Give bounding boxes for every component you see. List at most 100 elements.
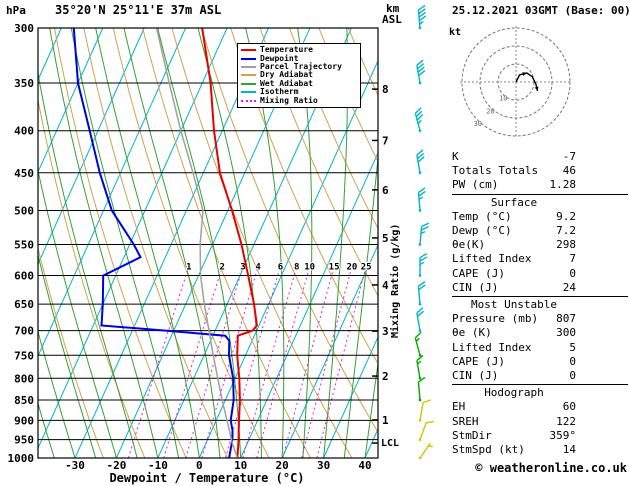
pressure-tick-label: 950: [14, 434, 34, 447]
hodograph-ring: [479, 45, 553, 119]
stat-row-surface-temp: Temp (°C) 9.2: [452, 210, 576, 224]
stat-value: 7.2: [556, 224, 576, 238]
stat-row-sreh: SREH 122: [452, 415, 576, 429]
hodograph-ring-label: 20: [486, 108, 494, 116]
stat-value: 298: [556, 238, 576, 252]
mixing-ratio-value-label: 4: [255, 263, 261, 273]
legend-label: Temperature: [260, 45, 313, 55]
stat-row-surface-dewp: Dewp (°C) 7.2: [452, 224, 576, 238]
wind-barb: [414, 331, 422, 357]
plot-border: [37, 27, 379, 459]
stat-value: 359°: [549, 428, 577, 442]
mixing-ratio-labels: 1 2 3 4 6 8 10 15 20 25: [185, 262, 372, 274]
isotherm-line-swatch: [241, 91, 256, 94]
stat-label: Dewp (°C): [452, 224, 512, 238]
stat-value: 0: [569, 369, 576, 383]
legend-item-parcel-trajectory: Parcel Trajectory: [241, 61, 357, 71]
stat-row-totals-totals: Totals Totals 46: [452, 164, 576, 178]
legend-item-dry-adiabat: Dry Adiabat: [241, 71, 357, 79]
stat-row-surface-cape: CAPE (J) 0: [452, 267, 576, 281]
mixing-ratio-value-label: 10: [304, 263, 315, 273]
hodograph-ring-label: 30: [474, 120, 482, 128]
stat-value: 0: [569, 354, 576, 368]
pressure-tick-labels: 300 350 400 450 500 550 600 650 700 750 800 850 900 9…: [8, 22, 35, 465]
hodograph-arrow: [534, 86, 539, 91]
stat-value: 5: [569, 340, 576, 354]
stat-label: CAPE (J): [452, 354, 505, 368]
mixing-ratio-value-label: 3: [240, 263, 245, 273]
wind-barb: [418, 252, 428, 277]
stat-value: 46: [562, 164, 576, 178]
stat-value: 7: [569, 252, 576, 266]
stat-label: Lifted Index: [452, 340, 532, 354]
stat-label: Lifted Index: [452, 252, 532, 266]
date-title: 25.12.2021 03GMT (Base: 00): [452, 4, 629, 17]
stat-label: Temp (°C): [452, 209, 512, 223]
legend-item-temperature: Temperature: [241, 46, 357, 54]
wind-barb: [416, 307, 425, 332]
mixing-ratio-value-label: 15: [329, 263, 340, 273]
km-tick-label: 7: [382, 134, 389, 147]
hodograph-arrow: [522, 72, 527, 76]
wind-barb: [417, 4, 427, 30]
stat-label: PW (cm): [452, 178, 499, 192]
temp-tick-labels: -30 -20 -10 0 10 20 30 40: [65, 459, 372, 472]
stat-row-mu-cin: CIN (J) 0: [452, 369, 576, 383]
dewpoint-line-swatch: [241, 57, 256, 60]
km-tick-label: 1: [382, 414, 389, 427]
wind-barb: [418, 420, 435, 441]
stat-row-eh: EH 60: [452, 400, 576, 414]
legend-label: Wet Adiabat: [260, 78, 313, 88]
mixing-ratio-axis-title: Mixing Ratio (g/kg): [390, 223, 401, 338]
pressure-tick-label: 750: [14, 349, 34, 362]
stat-label: CIN (J): [452, 280, 499, 294]
section-divider: [452, 296, 628, 298]
hodograph-trace: [515, 72, 539, 92]
hodograph-ring: [461, 27, 571, 137]
pressure-tick-label: 1000: [8, 452, 35, 465]
stat-label: θe (K): [452, 326, 492, 340]
pressure-tick-label: 400: [14, 125, 34, 138]
temp-tick-label: 10: [234, 459, 247, 472]
pressure-tick-label: 350: [14, 77, 34, 90]
legend-item-mixing-ratio: Mixing Ratio: [241, 96, 357, 104]
mixing-ratio-value-label: 25: [361, 263, 372, 273]
temp-tick-label: 20: [275, 459, 288, 472]
stat-row-mu-cape: CAPE (J) 0: [452, 355, 576, 369]
stat-row-pw: PW (cm) 1.28: [452, 178, 576, 192]
stat-row-surface-cin: CIN (J) 24: [452, 281, 576, 295]
km-tick-label: 2: [382, 370, 389, 383]
stat-label: CAPE (J): [452, 266, 505, 280]
pressure-tick-label: 700: [14, 325, 34, 338]
km-tick-label: 4: [382, 279, 389, 292]
stat-label: StmDir: [452, 428, 492, 442]
stat-value: -7: [562, 150, 576, 163]
stat-value: 300: [556, 326, 576, 340]
wind-barb: [416, 149, 425, 175]
profile-parcel-trajectory: [155, 28, 239, 458]
stat-row-surface-lifted-index: Lifted Index 7: [452, 252, 576, 266]
temp-tick-label: 40: [358, 459, 371, 472]
legend-label: Parcel Trajectory: [260, 61, 342, 71]
stat-label: SREH: [452, 414, 479, 428]
mixing-ratio-value-label: 20: [346, 263, 357, 273]
legend-label: Dry Adiabat: [260, 70, 313, 80]
stat-row-stmdir: StmDir 359°: [452, 429, 576, 443]
km-tick-label: 3: [382, 325, 389, 338]
wind-barb: [417, 187, 426, 212]
wind-barb: [418, 222, 430, 246]
mixing-ratio-value-label: 6: [278, 263, 283, 273]
section-divider: [452, 193, 628, 195]
stat-row-k: K -7: [452, 150, 576, 164]
mixing-ratio-value-label: 1: [186, 263, 191, 273]
temp-tick-label: 0: [196, 459, 203, 472]
pressure-tick-label: 300: [14, 22, 34, 35]
temp-tick-label: -10: [148, 459, 168, 472]
km-tick-label: 5: [382, 232, 389, 245]
mixing-ratio-line-swatch: [241, 99, 256, 102]
hodograph: 10 20 30: [460, 26, 572, 138]
pressure-tick-label: 850: [14, 394, 34, 407]
hodograph-section-header: Hodograph: [484, 386, 544, 400]
stat-value: 122: [556, 414, 576, 428]
